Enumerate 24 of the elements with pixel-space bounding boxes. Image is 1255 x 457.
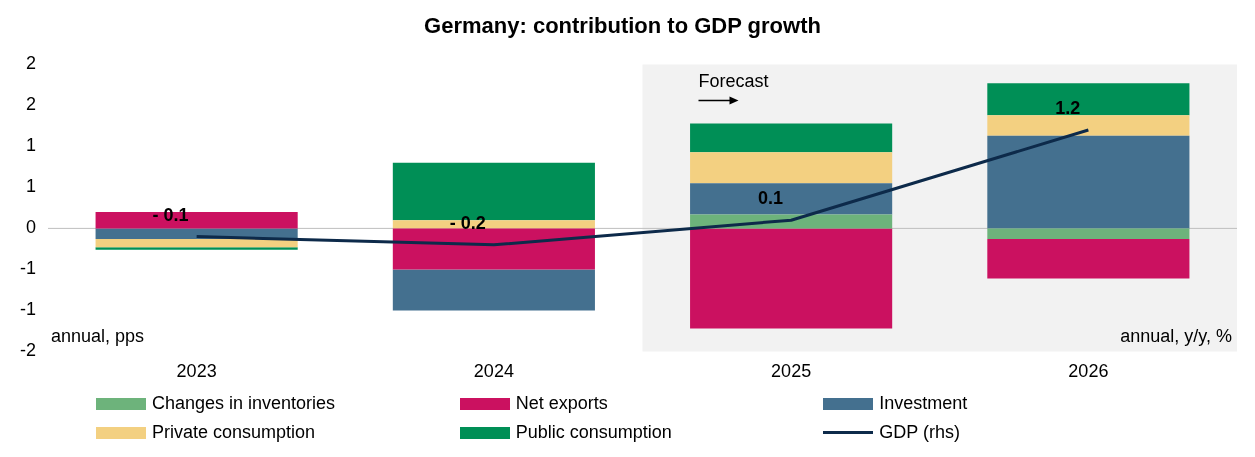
- y-tick-label: 1: [25, 176, 36, 197]
- annotation: annual, y/y, %: [1120, 326, 1232, 347]
- x-tick-label: 2026: [1068, 361, 1109, 382]
- legend-label: GDP (rhs): [879, 422, 961, 443]
- y-tick-label: -2: [19, 340, 36, 361]
- band-label: Forecast: [698, 71, 769, 92]
- chart-title: Germany: contribution to GDP growth: [424, 13, 821, 39]
- x-tick-label: 2025: [771, 361, 812, 382]
- annotation: annual, pps: [51, 326, 145, 347]
- y-tick-label: -1: [19, 299, 36, 320]
- y-tick-label: -1: [19, 258, 36, 279]
- legend-label: Private consumption: [152, 422, 316, 443]
- legend-label: Public consumption: [515, 422, 672, 443]
- x-tick-label: 2023: [176, 361, 217, 382]
- legend-label: Investment: [879, 393, 968, 414]
- y-tick-label: 1: [25, 135, 36, 156]
- y-tick-label: 2: [25, 94, 36, 115]
- legend-label: Net exports: [515, 393, 608, 414]
- legend-label: Changes in inventories: [152, 393, 336, 414]
- y-tick-label: 2: [25, 53, 36, 74]
- data-label: 1.2: [1055, 97, 1081, 118]
- y-tick-label: 0: [25, 217, 36, 238]
- x-tick-label: 2024: [473, 361, 514, 382]
- data-label: 0.1: [758, 188, 784, 209]
